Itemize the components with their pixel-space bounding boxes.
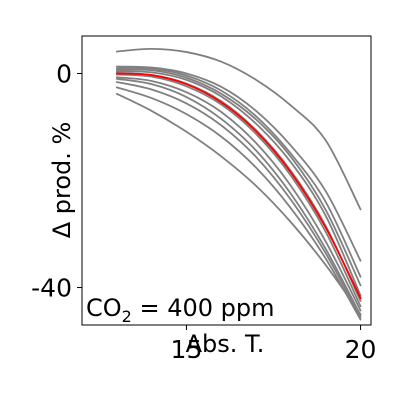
series-line-10 <box>115 86 362 321</box>
y-tick-label: 0 <box>56 59 72 88</box>
y-tick-label: -40 <box>31 274 72 303</box>
co2-annotation-subscript: 2 <box>122 307 132 326</box>
series-line-highlight <box>115 72 362 300</box>
series-line-7 <box>115 76 362 312</box>
series-line-11 <box>115 92 362 316</box>
series-line-4 <box>115 70 362 297</box>
axis-ticks: 15 20 0 -40 <box>31 59 376 364</box>
x-tick-label: 20 <box>345 335 377 364</box>
series-lines <box>115 47 362 321</box>
series-line-8 <box>115 77 362 317</box>
series-line-0 <box>115 47 362 211</box>
plot-frame <box>81 35 372 326</box>
series-line-9 <box>115 81 362 319</box>
co2-annotation-suffix: = 400 ppm <box>132 294 275 322</box>
series-line-2 <box>115 67 362 278</box>
series-line-6 <box>115 73 362 308</box>
co2-annotation-prefix: CO <box>86 294 122 322</box>
y-axis-title: Δ prod. % <box>48 122 76 239</box>
series-line-1 <box>115 65 362 262</box>
x-axis-title: Abs. T. <box>186 330 265 358</box>
series-line-3 <box>115 68 362 287</box>
co2-annotation: CO2 = 400 ppm <box>86 294 275 326</box>
x-tick-label: 15 <box>171 335 203 364</box>
